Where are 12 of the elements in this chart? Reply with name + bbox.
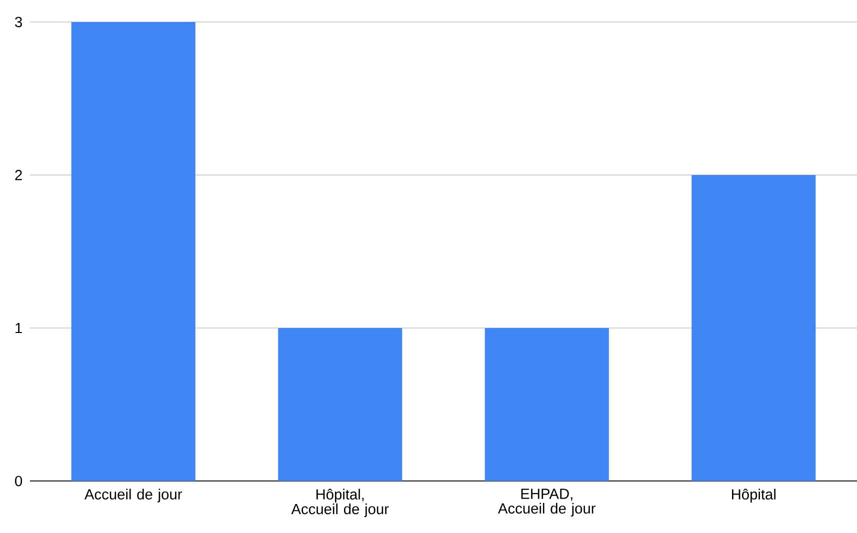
bar <box>484 328 609 481</box>
bar <box>692 175 816 481</box>
y-tick-label: 0 <box>15 476 22 486</box>
x-tick-label: Hôpital <box>732 488 776 502</box>
y-tick-label: 3 <box>15 16 22 28</box>
bar <box>71 22 196 481</box>
x-tick-label: EHPAD, Accueil de jour <box>498 488 596 517</box>
x-tick-label: Accueil de jour <box>84 488 182 502</box>
x-tick-label: Hôpital, Accueil de jour <box>291 488 389 518</box>
y-tick-label: 2 <box>15 170 22 180</box>
bar <box>278 328 402 481</box>
y-tick-label: 1 <box>16 322 22 334</box>
